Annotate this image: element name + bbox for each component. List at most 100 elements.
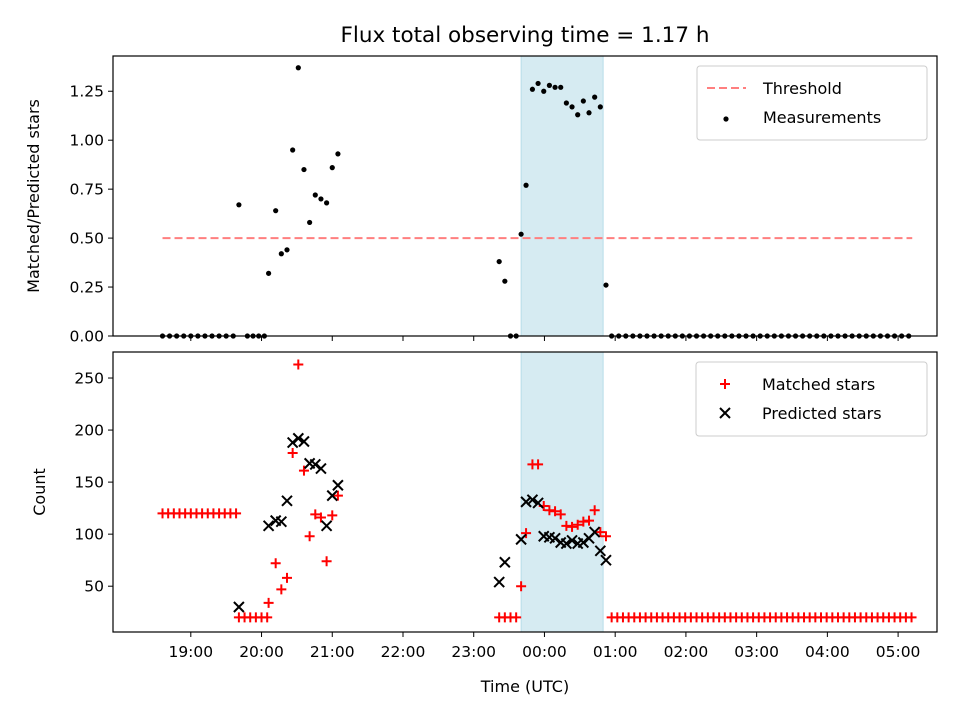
bottom-series0-point-49	[584, 515, 595, 526]
bottom-series0-point-30	[321, 556, 332, 567]
top-y-tick-label-3: 0.75	[69, 181, 104, 199]
bottom-series0-point-32	[332, 490, 343, 501]
top-series0-point-46	[592, 94, 598, 100]
top-series0-point-30	[502, 278, 508, 284]
bottom-series0-point-38	[521, 528, 532, 539]
bottom-series0-point-19	[262, 612, 273, 623]
bottom-series1-point-11	[320, 520, 333, 532]
bottom-legend-box	[695, 361, 928, 437]
bottom-series1-point-27	[577, 536, 590, 549]
bottom-series0-point-47	[572, 519, 583, 530]
top-legend-box	[696, 65, 928, 141]
bottom-series0-point-46	[567, 521, 578, 532]
top-series0-point-24	[312, 192, 318, 198]
top-axes-frame	[112, 55, 938, 337]
x-tick-label-0: 19:00	[168, 643, 213, 661]
top-series0-point-28	[335, 151, 341, 157]
bottom-y-tick-label-1: 100	[74, 526, 104, 544]
bottom-series0-point-106	[906, 612, 917, 623]
top-series0-point-43	[575, 112, 581, 118]
bottom-series1-point-1	[262, 520, 275, 532]
top-series0-point-39	[552, 84, 558, 90]
top-y-tick-label-4: 1.00	[69, 132, 104, 150]
x-tick-label-7: 02:00	[664, 643, 709, 661]
bottom-series0-point-36	[511, 612, 522, 623]
top-legend-label-0: Threshold	[762, 79, 842, 98]
top-series0-point-25	[318, 196, 324, 202]
bottom-series0-point-51	[595, 527, 606, 538]
top-series0-point-17	[273, 208, 279, 214]
bottom-series0-point-23	[281, 572, 292, 583]
bottom-series1-point-25	[566, 534, 578, 547]
bottom-series1-point-13	[332, 479, 344, 491]
bottom-series1-point-5	[286, 436, 299, 449]
bottom-y-tick-label-2: 150	[74, 474, 104, 492]
top-series0-point-36	[535, 80, 541, 87]
top-series0-point-11	[236, 202, 242, 208]
bottom-series0-point-25	[293, 359, 304, 370]
top-series0-point-48	[603, 282, 609, 288]
top-series0-point-34	[523, 182, 529, 188]
bottom-series0-point-37	[516, 581, 527, 592]
bottom-series1-point-31	[600, 554, 612, 566]
top-legend-label-1: Measurements	[763, 108, 881, 127]
x-axis-label: Time (UTC)	[480, 677, 569, 696]
bottom-series0-point-20	[263, 597, 274, 608]
bottom-series1-point-14	[493, 576, 505, 588]
top-series0-point-38	[546, 82, 553, 88]
bottom-series1-point-10	[315, 462, 327, 475]
top-y-tick-label-0: 0.00	[69, 328, 104, 346]
bottom-series0-point-27	[304, 531, 315, 542]
x-tick-label-8: 03:00	[734, 643, 779, 661]
top-series0-point-21	[295, 65, 301, 71]
bottom-series1-point-29	[588, 526, 601, 538]
top-series0-point-19	[284, 247, 290, 253]
bottom-highlight-span	[520, 351, 604, 633]
bottom-series0-point-29	[315, 512, 326, 523]
bottom-series1-point-15	[499, 556, 511, 568]
top-legend-marker-1	[723, 116, 729, 122]
bottom-series0-point-45	[561, 520, 572, 531]
top-series0-point-37	[541, 88, 547, 94]
bottom-series1-point-3	[275, 515, 288, 528]
bottom-series1-point-16	[515, 533, 527, 546]
bottom-legend-label-0: Matched stars	[762, 375, 875, 394]
top-series0-point-23	[307, 219, 313, 226]
top-series0-point-26	[324, 200, 330, 206]
bottom-legend-label-1: Predicted stars	[762, 404, 882, 423]
bottom-y-tick-label-4: 250	[74, 370, 104, 388]
top-series0-point-45	[586, 110, 592, 116]
bottom-legend-marker-1	[719, 407, 731, 419]
chart-title: Flux total observing time = 1.17 h	[341, 23, 710, 48]
x-tick-label-3: 22:00	[381, 643, 426, 661]
x-tick-label-1: 20:00	[239, 643, 284, 661]
top-series0-point-20	[290, 147, 296, 153]
bottom-series0-point-28	[310, 509, 321, 520]
bottom-y-tick-label-0: 50	[84, 578, 104, 596]
top-series0-point-40	[558, 84, 564, 90]
bottom-series1-point-6	[292, 432, 305, 445]
bottom-series1-point-12	[326, 489, 338, 502]
bottom-series0-point-50	[589, 505, 600, 516]
bottom-series0-point-24	[287, 447, 298, 458]
bottom-series1-point-17	[520, 496, 532, 508]
bottom-series0-point-21	[270, 558, 281, 569]
x-tick-label-2: 21:00	[310, 643, 355, 661]
x-tick-label-6: 01:00	[593, 643, 638, 661]
bottom-series1-point-30	[594, 545, 607, 557]
top-y-tick-label-5: 1.25	[69, 83, 104, 101]
top-series0-point-33	[518, 231, 524, 237]
top-y-tick-label-2: 0.50	[69, 230, 104, 248]
bottom-series1-point-22	[549, 532, 561, 545]
bottom-series1-point-7	[298, 435, 310, 448]
x-tick-label-9: 04:00	[805, 643, 850, 661]
bottom-legend-marker-0	[720, 379, 730, 389]
bottom-series1-point-24	[560, 537, 573, 550]
x-tick-label-5: 00:00	[522, 643, 567, 661]
bottom-series0-point-13	[231, 508, 242, 519]
top-series0-point-22	[301, 166, 307, 173]
top-y-tick-label-1: 0.25	[69, 279, 104, 297]
top-series0-point-44	[580, 98, 586, 104]
